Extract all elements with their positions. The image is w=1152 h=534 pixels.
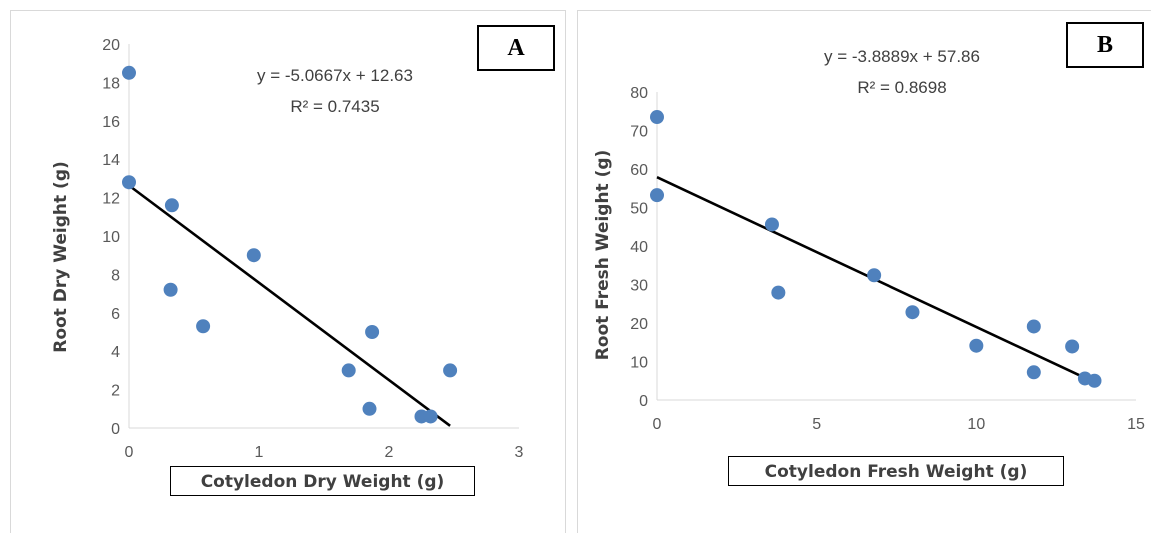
data-point [650, 188, 664, 203]
data-point [1065, 339, 1080, 354]
data-point [362, 401, 377, 416]
data-points-a [122, 65, 458, 424]
data-point [1026, 365, 1041, 380]
data-points-b [650, 110, 1102, 388]
data-point [650, 110, 664, 125]
tick-labels-b: 0 10 20 30 40 50 60 70 80 0 5 10 15 [630, 85, 1145, 433]
data-point [341, 363, 356, 378]
y-tick-label: 10 [630, 355, 648, 372]
scatter-chart-b: 0 10 20 30 40 50 60 70 80 0 5 10 15 y = -3.8889x + 5… [593, 47, 1145, 433]
equation-label-a: y = -5.0667x + 12.63 [257, 66, 413, 85]
trendline-a [128, 184, 451, 427]
data-point [164, 198, 179, 213]
data-point [771, 285, 786, 300]
data-point [867, 268, 882, 283]
data-point [196, 319, 211, 334]
data-point [905, 305, 920, 320]
data-point [246, 248, 261, 263]
y-tick-label: 20 [630, 316, 648, 333]
trendline [128, 184, 451, 427]
y-tick-label: 6 [111, 306, 120, 323]
r-squared-label-a: R² = 0.7435 [290, 97, 379, 116]
data-point [1087, 373, 1102, 388]
data-point [1026, 319, 1041, 334]
data-point [122, 65, 136, 80]
data-point [443, 363, 458, 378]
axes-b [656, 92, 1136, 401]
y-tick-label: 40 [630, 239, 648, 256]
chart-panel-a: 0 2 4 6 8 10 12 14 16 18 20 0 1 2 3 y = -5.0667x + 12.… [10, 10, 566, 533]
x-tick-label: 2 [385, 444, 394, 461]
data-point [423, 409, 438, 424]
y-tick-label: 0 [111, 421, 120, 438]
y-tick-label: 70 [630, 124, 648, 141]
x-tick-label: 15 [1127, 416, 1145, 433]
y-tick-label: 2 [111, 383, 120, 400]
y-tick-label: 8 [111, 267, 120, 284]
x-tick-label: 1 [255, 444, 264, 461]
y-tick-label: 60 [630, 162, 648, 179]
y-tick-label: 10 [102, 229, 120, 246]
chart-panel-b: 0 10 20 30 40 50 60 70 80 0 5 10 15 y = -3.8889x + 5… [577, 10, 1151, 533]
data-point [163, 282, 178, 297]
data-point [122, 175, 136, 190]
y-tick-label: 14 [102, 152, 120, 169]
r-squared-label-b: R² = 0.8698 [857, 78, 946, 97]
y-tick-label: 0 [639, 393, 648, 410]
data-point [764, 217, 779, 232]
y-tick-label: 4 [111, 344, 120, 361]
x-tick-label: 0 [125, 444, 134, 461]
y-axis-label-b: Root Fresh Weight (g) [593, 150, 613, 361]
panel-letter-b: B [1066, 22, 1144, 68]
y-tick-label: 20 [102, 37, 120, 54]
y-tick-label: 50 [630, 201, 648, 218]
y-tick-label: 30 [630, 278, 648, 295]
data-point [969, 338, 984, 353]
x-axis-label-b: Cotyledon Fresh Weight (g) [728, 456, 1064, 486]
x-tick-label: 0 [653, 416, 662, 433]
x-tick-label: 10 [967, 416, 985, 433]
axes-a [128, 44, 519, 429]
y-tick-label: 80 [630, 85, 648, 102]
y-tick-label: 12 [102, 191, 120, 208]
y-axis-label-a: Root Dry Weight (g) [51, 161, 71, 353]
x-axis-label-a: Cotyledon Dry Weight (g) [170, 466, 475, 496]
panel-letter-a: A [477, 25, 555, 71]
x-tick-label: 3 [515, 444, 524, 461]
data-point [365, 325, 380, 339]
y-tick-label: 16 [102, 114, 120, 131]
x-tick-label: 5 [812, 416, 821, 433]
equation-label-b: y = -3.8889x + 57.86 [824, 47, 980, 66]
y-tick-label: 18 [102, 75, 120, 92]
